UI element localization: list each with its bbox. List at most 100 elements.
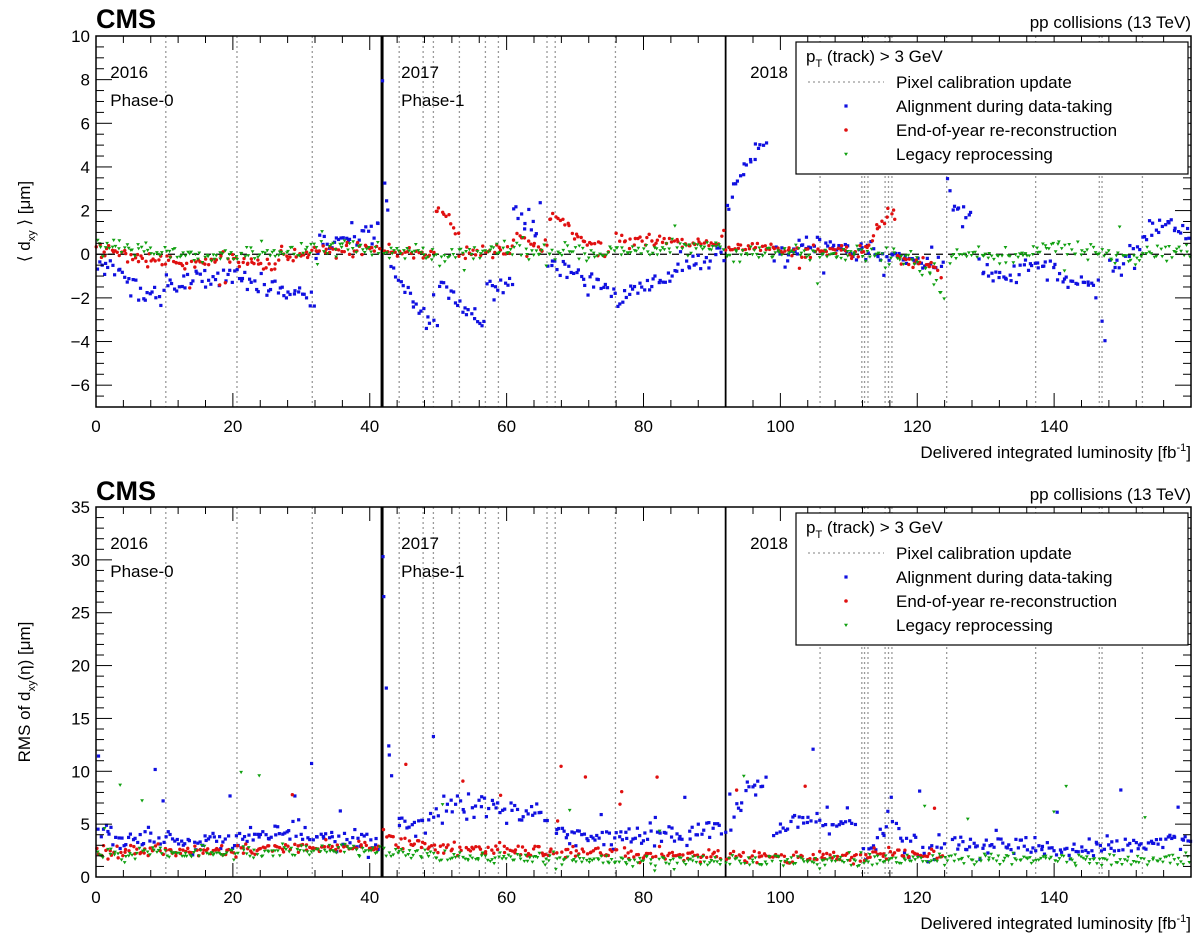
data-point bbox=[989, 852, 994, 856]
data-point bbox=[261, 267, 266, 271]
data-point bbox=[309, 850, 314, 854]
data-point bbox=[370, 846, 375, 850]
x-tick-label: 60 bbox=[497, 417, 516, 436]
data-point bbox=[256, 832, 260, 836]
data-point bbox=[1028, 856, 1032, 860]
data-point bbox=[1049, 855, 1054, 859]
chart-panel-1: CMS pp collisions (13 TeV)0 20 40 60 80 100 120… bbox=[15, 4, 1192, 462]
data-point bbox=[493, 856, 497, 860]
data-point bbox=[447, 212, 451, 217]
data-point bbox=[490, 283, 494, 288]
data-point bbox=[945, 177, 950, 181]
data-point bbox=[787, 251, 792, 255]
data-point bbox=[1097, 252, 1102, 256]
data-point bbox=[1138, 248, 1142, 252]
data-point bbox=[122, 844, 126, 848]
data-point bbox=[627, 246, 632, 251]
y-axis-title: RMS of dxy(η) [μm] bbox=[15, 622, 38, 763]
data-point bbox=[374, 843, 378, 847]
data-point bbox=[845, 254, 850, 258]
data-point bbox=[1051, 241, 1056, 246]
data-point bbox=[546, 264, 550, 268]
data-point bbox=[1075, 282, 1080, 286]
data-point bbox=[1055, 278, 1060, 282]
data-point bbox=[377, 845, 382, 849]
data-point bbox=[536, 245, 541, 249]
data-point bbox=[960, 253, 965, 257]
data-point bbox=[1184, 243, 1189, 247]
data-point bbox=[1008, 273, 1012, 277]
data-point bbox=[1094, 296, 1098, 300]
data-point bbox=[453, 232, 457, 236]
data-point bbox=[321, 244, 325, 248]
data-point bbox=[481, 244, 485, 248]
data-point bbox=[270, 250, 275, 254]
data-point bbox=[982, 270, 986, 274]
data-point bbox=[982, 843, 986, 847]
data-point bbox=[440, 821, 444, 825]
data-point bbox=[907, 854, 911, 859]
data-point bbox=[117, 247, 121, 251]
data-point bbox=[625, 836, 629, 841]
data-point bbox=[1061, 854, 1066, 858]
data-point bbox=[699, 242, 703, 246]
data-point bbox=[988, 844, 992, 848]
data-point bbox=[463, 256, 468, 261]
data-point bbox=[539, 248, 544, 253]
data-point bbox=[1151, 856, 1156, 860]
data-point bbox=[754, 793, 758, 797]
data-point bbox=[1073, 252, 1078, 256]
data-point bbox=[523, 853, 528, 857]
data-point bbox=[1005, 846, 1009, 850]
y-tick-label: 10 bbox=[71, 762, 90, 781]
data-point bbox=[885, 215, 889, 219]
data-point bbox=[123, 248, 127, 253]
data-point bbox=[99, 835, 103, 839]
data-point bbox=[597, 836, 601, 840]
data-point bbox=[582, 252, 587, 256]
data-point bbox=[220, 252, 225, 256]
data-point bbox=[1072, 842, 1076, 846]
data-point bbox=[149, 831, 153, 835]
data-point bbox=[545, 243, 549, 247]
data-point bbox=[672, 868, 677, 872]
data-point bbox=[447, 254, 452, 259]
data-point bbox=[228, 268, 232, 272]
data-point bbox=[520, 845, 525, 849]
data-point bbox=[351, 844, 356, 848]
data-point bbox=[581, 857, 586, 861]
data-point bbox=[95, 238, 100, 243]
data-point bbox=[715, 246, 719, 250]
data-point bbox=[442, 253, 447, 258]
x-tick-label: 20 bbox=[223, 888, 242, 907]
data-point bbox=[800, 858, 805, 862]
data-point bbox=[839, 248, 843, 252]
data-point bbox=[714, 245, 719, 249]
data-point bbox=[618, 302, 622, 306]
data-point bbox=[1109, 258, 1114, 262]
data-point bbox=[692, 263, 696, 267]
data-point bbox=[246, 254, 251, 258]
data-point bbox=[234, 855, 238, 859]
data-point bbox=[928, 846, 932, 850]
data-point bbox=[220, 854, 225, 858]
data-point bbox=[334, 236, 338, 240]
data-point bbox=[517, 818, 522, 822]
data-point bbox=[833, 248, 837, 252]
data-point bbox=[198, 272, 202, 276]
x-axis-title: Delivered integrated luminosity [fb-1] bbox=[920, 913, 1191, 933]
data-point bbox=[794, 850, 798, 854]
data-point bbox=[628, 251, 633, 255]
data-point bbox=[869, 846, 873, 850]
data-point bbox=[909, 839, 913, 843]
data-point bbox=[591, 251, 596, 255]
data-point bbox=[655, 830, 660, 834]
data-point bbox=[460, 251, 465, 255]
data-point bbox=[784, 828, 788, 833]
data-point bbox=[867, 853, 872, 857]
data-point bbox=[330, 835, 334, 839]
data-point bbox=[1136, 847, 1140, 851]
data-point bbox=[331, 247, 335, 251]
data-point bbox=[434, 253, 439, 257]
data-point bbox=[781, 864, 786, 868]
